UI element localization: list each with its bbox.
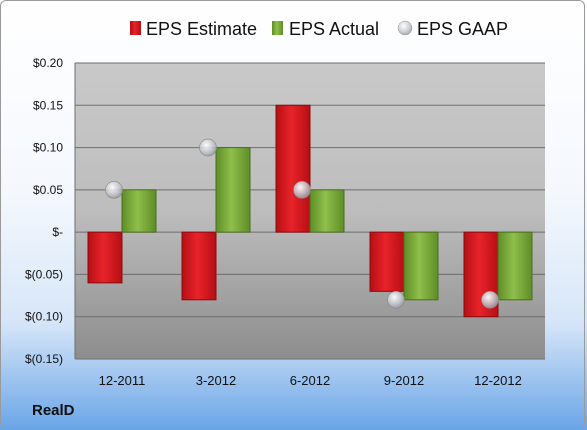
legend-swatch-estimate (130, 21, 141, 35)
actual-bar (497, 231, 533, 301)
gaap-marker (199, 138, 217, 157)
legend-label-gaap: EPS GAAP (417, 19, 508, 39)
actual-bar (215, 147, 251, 233)
legend-swatch-actual (272, 21, 283, 35)
y-tick-label: $0.10 (33, 141, 63, 155)
gaap-marker (293, 181, 311, 199)
x-tick-label: 12-2012 (474, 373, 522, 388)
gaap-marker (387, 290, 405, 309)
y-tick-label: $(0.05) (25, 267, 63, 281)
actual-bar (403, 231, 439, 301)
actual-bar (121, 189, 157, 233)
x-axis: 12-2011 3-2012 6-2012 9-2012 12-2012 (99, 373, 522, 388)
legend-label-estimate: EPS Estimate (146, 19, 257, 39)
gaap-marker (481, 290, 499, 309)
estimate-bar (181, 231, 217, 301)
bars (87, 104, 533, 318)
x-tick-label: 12-2011 (99, 373, 146, 388)
gaap-marker (105, 181, 123, 199)
company-name: RealD (32, 402, 75, 419)
actual-bar (309, 189, 345, 233)
x-tick-label: 9-2012 (384, 373, 424, 388)
x-tick-label: 3-2012 (196, 373, 236, 388)
legend-swatch-gaap (397, 20, 413, 36)
x-tick-label: 6-2012 (290, 373, 330, 388)
y-tick-label: $(0.15) (25, 352, 63, 366)
y-tick-label: $0.05 (33, 183, 63, 197)
legend-label-actual: EPS Actual (289, 19, 379, 39)
y-axis: $0.20 $0.15 $0.10 $0.05 $- $(0.05) $(0.10) $(0.… (25, 56, 63, 366)
y-tick-label: $(0.10) (25, 310, 63, 324)
estimate-bar (369, 231, 405, 292)
y-tick-label: $0.20 (33, 56, 63, 70)
estimate-bar (275, 104, 311, 233)
chart-legend: EPS Estimate EPS Actual EPS GAAP (130, 19, 508, 39)
y-tick-label: $- (52, 225, 63, 239)
estimate-bar (87, 231, 123, 284)
y-tick-label: $0.15 (33, 98, 63, 112)
gaap-markers (105, 138, 499, 309)
